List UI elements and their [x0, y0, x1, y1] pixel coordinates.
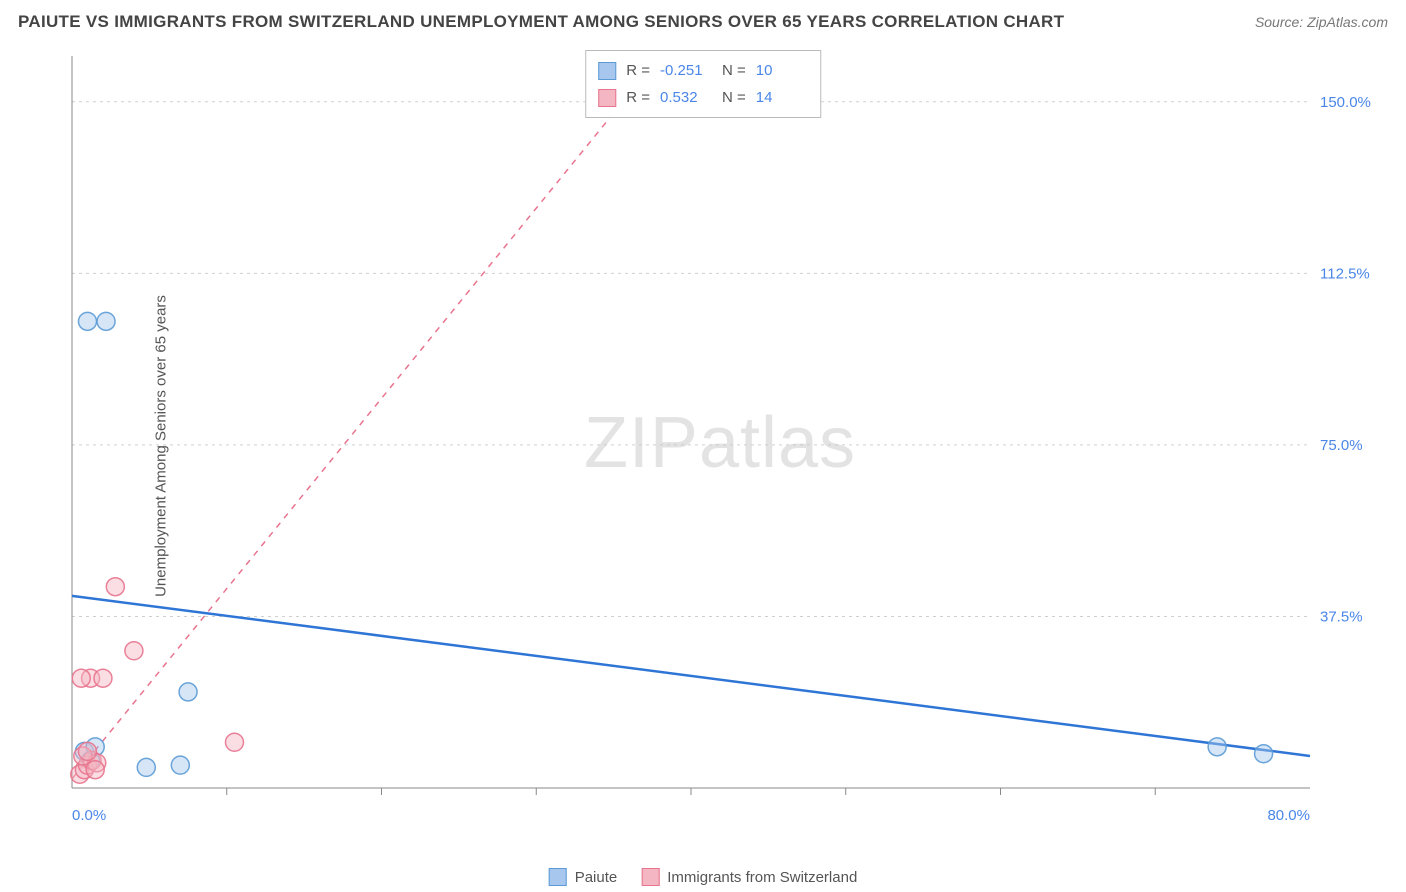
scatter-point	[78, 312, 96, 330]
scatter-point	[171, 756, 189, 774]
legend-item: Immigrants from Switzerland	[641, 868, 857, 886]
source-label: Source: ZipAtlas.com	[1255, 14, 1388, 30]
scatter-point	[106, 578, 124, 596]
scatter-point	[225, 733, 243, 751]
x-tick-label: 80.0%	[1267, 807, 1310, 824]
r-label: R =	[626, 57, 650, 84]
legend-swatch	[549, 868, 567, 886]
y-tick-label: 150.0%	[1320, 94, 1371, 111]
legend-item: Paiute	[549, 868, 618, 886]
x-tick-label: 0.0%	[72, 807, 106, 824]
y-tick-label: 112.5%	[1320, 265, 1370, 282]
correlation-legend-box: R = -0.251 N = 10 R = 0.532 N = 14	[585, 50, 821, 118]
scatter-point	[179, 683, 197, 701]
trend-line	[72, 56, 660, 779]
scatter-point	[86, 761, 104, 779]
y-tick-label: 75.0%	[1320, 437, 1363, 454]
legend-swatch	[598, 62, 616, 80]
n-label: N =	[722, 57, 746, 84]
legend-swatch	[598, 89, 616, 107]
y-tick-label: 37.5%	[1320, 608, 1363, 625]
n-value: 10	[756, 57, 808, 84]
trend-line	[72, 596, 1310, 756]
scatter-point	[78, 742, 96, 760]
legend-label: Paiute	[575, 869, 618, 886]
scatter-point	[97, 312, 115, 330]
legend-swatch	[641, 868, 659, 886]
r-value: -0.251	[660, 57, 712, 84]
chart-title: PAIUTE VS IMMIGRANTS FROM SWITZERLAND UN…	[18, 12, 1064, 32]
correlation-row: R = -0.251 N = 10	[598, 57, 808, 84]
n-value: 14	[756, 84, 808, 111]
scatter-point	[1255, 745, 1273, 763]
scatter-point	[125, 642, 143, 660]
n-label: N =	[722, 84, 746, 111]
series-legend: Paiute Immigrants from Switzerland	[549, 868, 858, 886]
scatter-plot-svg: 37.5% 75.0% 112.5% 150.0% 0.0% 80.0%	[60, 48, 1380, 838]
scatter-point	[1208, 738, 1226, 756]
r-value: 0.532	[660, 84, 712, 111]
chart-area: 37.5%75.0%112.5%150.0%0.0%80.0% ZIPatlas	[60, 48, 1380, 838]
r-label: R =	[626, 84, 650, 111]
scatter-point	[94, 669, 112, 687]
scatter-point	[137, 758, 155, 776]
correlation-row: R = 0.532 N = 14	[598, 84, 808, 111]
legend-label: Immigrants from Switzerland	[667, 869, 857, 886]
scatter-point	[72, 669, 90, 687]
